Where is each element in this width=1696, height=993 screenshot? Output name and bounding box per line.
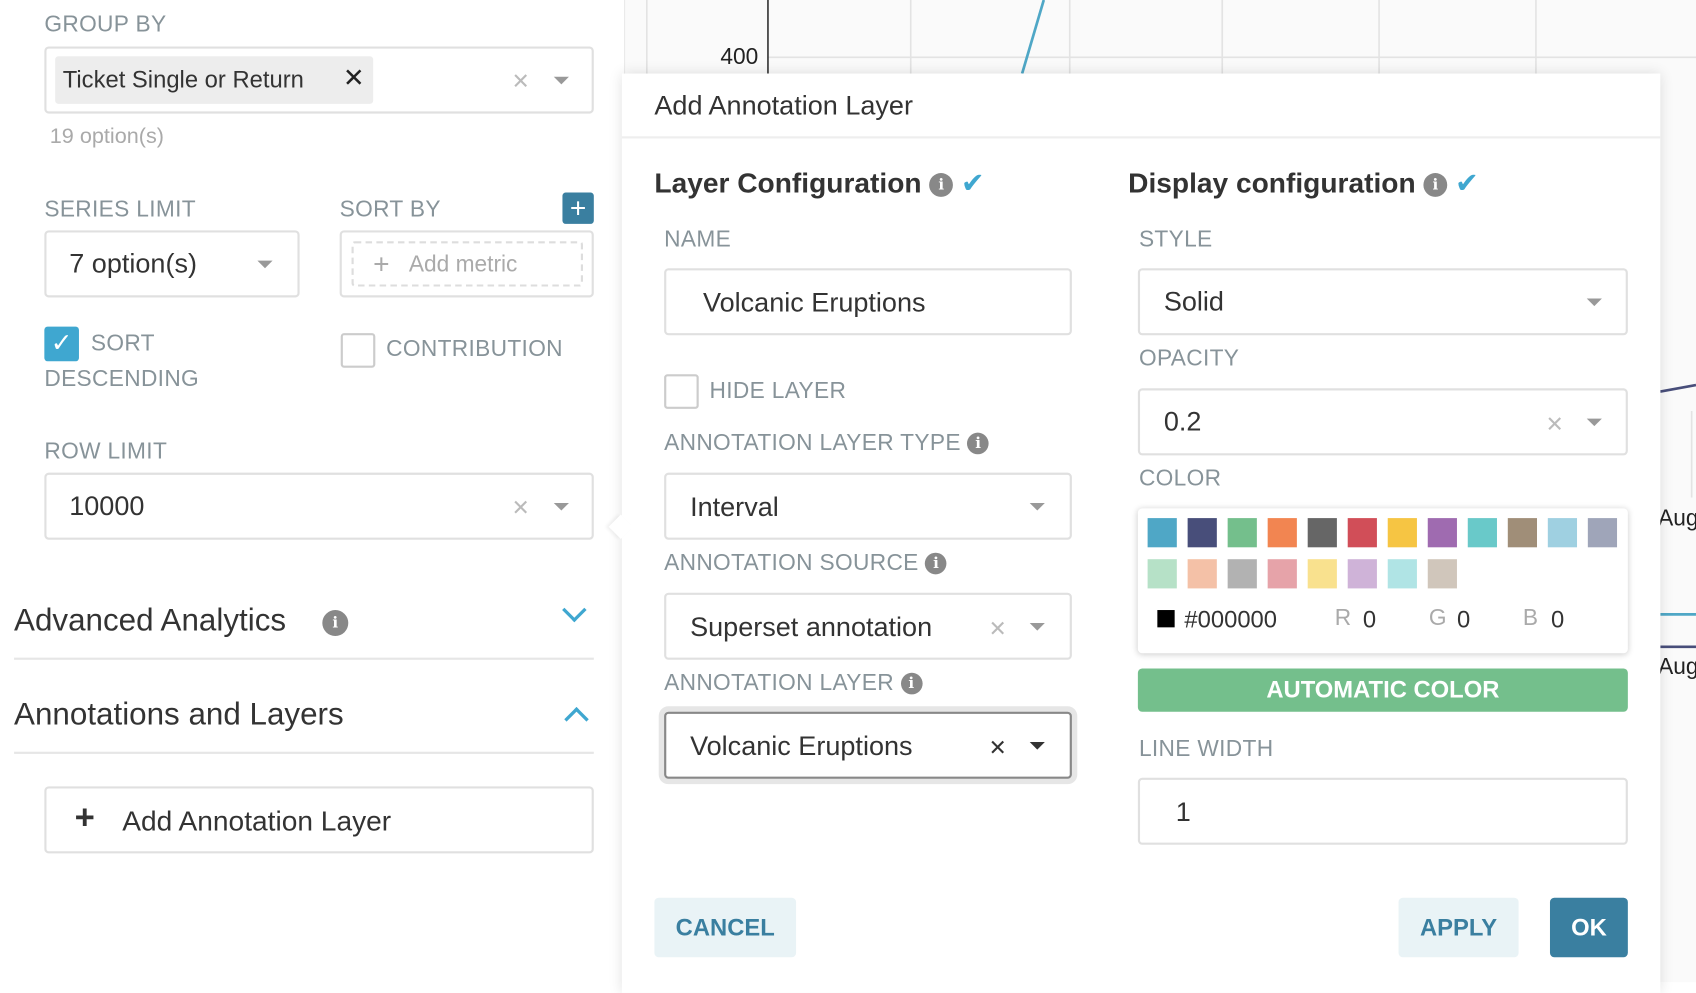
- hex-input[interactable]: #000000: [1184, 605, 1278, 633]
- hide-layer-checkbox[interactable]: [664, 374, 699, 409]
- clear-icon[interactable]: ✕: [988, 617, 1007, 642]
- current-color-swatch: [1157, 610, 1175, 628]
- row-limit-select[interactable]: 10000 ✕: [44, 472, 594, 540]
- x-tick-label: Aug: [1658, 654, 1696, 680]
- color-swatch[interactable]: [1427, 518, 1457, 548]
- clear-icon[interactable]: ✕: [988, 736, 1007, 761]
- color-swatch[interactable]: [1347, 559, 1377, 589]
- chevron-down-icon: [1029, 502, 1045, 511]
- color-swatch[interactable]: [1467, 518, 1497, 548]
- color-swatch[interactable]: [1387, 518, 1417, 548]
- color-swatch[interactable]: [1147, 559, 1177, 589]
- clear-icon[interactable]: ✕: [511, 70, 530, 95]
- chevron-down-icon: [562, 597, 587, 623]
- info-icon: i: [1423, 173, 1448, 197]
- series-line: [1020, 0, 1046, 74]
- contribution-checkbox[interactable]: [340, 333, 376, 368]
- layer-config-heading: Layer Configuration i ✔: [654, 166, 985, 200]
- control-panel: GROUP BY Ticket Single or Return ✕ ✕ 19 …: [0, 0, 626, 983]
- automatic-color-button[interactable]: AUTOMATIC COLOR: [1137, 668, 1628, 712]
- color-picker[interactable]: #000000 R 0 G 0 B 0: [1137, 508, 1628, 654]
- color-swatch[interactable]: [1187, 518, 1217, 548]
- color-swatch[interactable]: [1307, 559, 1337, 589]
- layer-type-select[interactable]: Interval: [664, 472, 1072, 540]
- row-limit-label: ROW LIMIT: [44, 439, 168, 465]
- annotation-modal: Add Annotation Layer Layer Configuration…: [608, 73, 1661, 993]
- color-swatch[interactable]: [1267, 518, 1297, 548]
- color-swatch[interactable]: [1547, 518, 1578, 548]
- sort-by-label: SORT BY: [339, 196, 441, 222]
- line-width-input[interactable]: 1: [1137, 777, 1628, 845]
- clear-icon[interactable]: ✕: [511, 496, 530, 521]
- opacity-select[interactable]: 0.2 ✕: [1137, 388, 1628, 456]
- color-swatch[interactable]: [1427, 559, 1457, 589]
- add-annotation-layer-button[interactable]: + Add Annotation Layer: [44, 786, 594, 854]
- color-swatch[interactable]: [1387, 559, 1417, 589]
- chevron-up-icon: [564, 707, 589, 732]
- y-tick-label: 400: [720, 44, 759, 70]
- series-limit-select[interactable]: 7 option(s): [44, 230, 300, 298]
- style-select[interactable]: Solid: [1137, 268, 1628, 336]
- check-icon: ✔: [961, 166, 985, 200]
- b-input[interactable]: 0: [1551, 605, 1565, 633]
- info-icon: i: [925, 553, 947, 575]
- name-input[interactable]: Volcanic Eruptions: [664, 268, 1072, 336]
- series-limit-label: SERIES LIMIT: [44, 196, 196, 222]
- chevron-down-icon[interactable]: [553, 76, 569, 85]
- plus-icon: +: [373, 247, 390, 281]
- group-by-select[interactable]: Ticket Single or Return ✕ ✕: [44, 46, 594, 114]
- color-swatch[interactable]: [1227, 518, 1257, 548]
- r-input[interactable]: 0: [1362, 605, 1377, 633]
- annotation-source-select[interactable]: Superset annotation ✕: [664, 592, 1072, 660]
- color-swatch[interactable]: [1347, 518, 1377, 548]
- color-swatch[interactable]: [1507, 518, 1537, 548]
- info-icon: i: [322, 610, 349, 636]
- color-swatch[interactable]: [1267, 559, 1297, 589]
- color-swatch[interactable]: [1587, 518, 1618, 548]
- x-tick-label: Aug: [1658, 506, 1696, 532]
- sort-by-field[interactable]: + Add metric: [339, 230, 594, 298]
- g-input[interactable]: 0: [1456, 605, 1471, 633]
- section-annotations-and-layers[interactable]: Annotations and Layers: [14, 689, 594, 754]
- modal-title: Add Annotation Layer: [654, 90, 913, 122]
- chevron-down-icon: [1029, 741, 1045, 750]
- color-swatch[interactable]: [1187, 559, 1217, 589]
- chevron-down-icon: [1586, 298, 1602, 307]
- check-icon: ✔: [1455, 166, 1479, 200]
- options-count: 19 option(s): [49, 124, 165, 149]
- info-icon: i: [900, 673, 923, 695]
- annotation-layer-select[interactable]: Volcanic Eruptions ✕: [664, 711, 1072, 779]
- section-advanced-analytics[interactable]: Advanced Analytics i: [14, 595, 594, 660]
- chevron-down-icon: [1029, 623, 1045, 631]
- color-swatch[interactable]: [1147, 518, 1177, 548]
- info-icon: i: [967, 433, 990, 455]
- info-icon: i: [929, 173, 954, 197]
- add-sort-button[interactable]: +: [562, 193, 594, 224]
- color-swatch[interactable]: [1227, 559, 1257, 589]
- sort-descending-checkbox[interactable]: ✓: [44, 326, 79, 362]
- color-swatch[interactable]: [1307, 518, 1337, 548]
- ok-button[interactable]: OK: [1549, 897, 1628, 958]
- chevron-down-icon[interactable]: [553, 502, 569, 511]
- group-by-tag: Ticket Single or Return ✕: [55, 56, 374, 104]
- display-config-heading: Display configuration i ✔: [1128, 166, 1479, 200]
- remove-tag-icon[interactable]: ✕: [342, 63, 365, 94]
- plus-icon: +: [74, 797, 95, 837]
- cancel-button[interactable]: CANCEL: [654, 897, 797, 958]
- group-by-label: GROUP BY: [44, 11, 167, 37]
- clear-icon[interactable]: ✕: [1545, 413, 1564, 437]
- apply-button[interactable]: APPLY: [1398, 897, 1519, 958]
- chevron-down-icon: [257, 260, 273, 269]
- chevron-down-icon: [1586, 418, 1602, 427]
